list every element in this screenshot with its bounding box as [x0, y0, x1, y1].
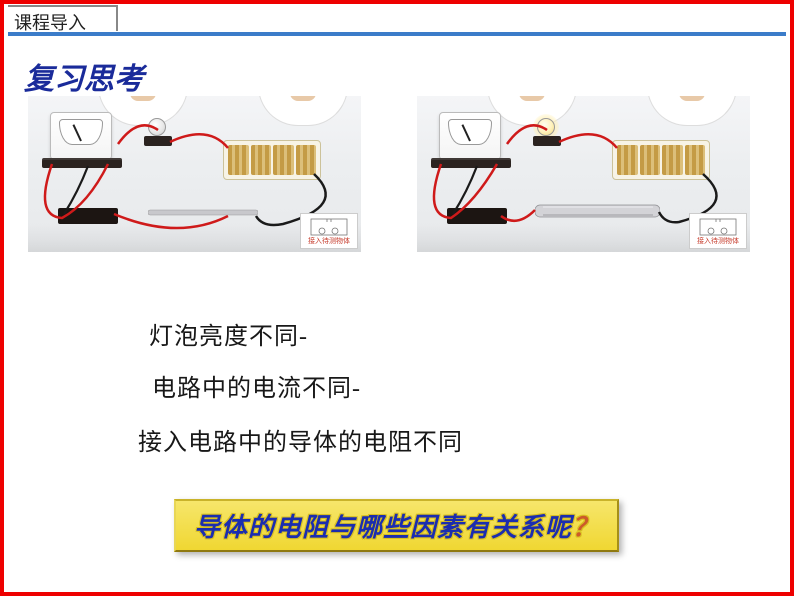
experiment-photo-right: 接入待测物体: [417, 96, 750, 252]
question-text-content: 导体的电阻与哪些因素有关系呢: [194, 513, 572, 542]
diagram-label: 接入待测物体: [308, 238, 350, 245]
header-tab: 课程导入: [8, 5, 118, 31]
question-mark: ？: [572, 513, 599, 542]
circuit-diagram-left: 接入待测物体: [300, 213, 358, 249]
bulb-bright: [537, 118, 555, 136]
terminal-board: [447, 208, 507, 224]
circuit-diagram-right: 接入待测物体: [689, 213, 747, 249]
line-1: 灯泡亮度不同-: [149, 316, 308, 351]
diagram-label: 接入待测物体: [697, 238, 739, 245]
experiment-photo-left: 接入待测物体: [28, 96, 361, 252]
bulb-base: [144, 136, 172, 146]
line-3: 接入电路中的导体的电阻不同: [138, 422, 463, 457]
question-bar: 导体的电阻与哪些因素有关系呢？: [174, 499, 619, 552]
header-divider: [8, 32, 786, 36]
probe: [148, 206, 258, 220]
bulb-dim: [148, 118, 166, 136]
ammeter-base: [42, 158, 122, 168]
photo-row: 接入待测物体: [28, 96, 766, 252]
ammeter: [50, 112, 112, 160]
battery-pack: [223, 140, 321, 180]
line-2: 电路中的电流不同-: [152, 368, 361, 403]
review-title: 复习思考: [24, 54, 144, 98]
ammeter-base: [431, 158, 511, 168]
terminal-board: [58, 208, 118, 224]
ammeter: [439, 112, 501, 160]
conductor: [535, 202, 660, 222]
battery-pack: [612, 140, 710, 180]
bulb-base: [533, 136, 561, 146]
question-text: 导体的电阻与哪些因素有关系呢？: [194, 513, 599, 542]
